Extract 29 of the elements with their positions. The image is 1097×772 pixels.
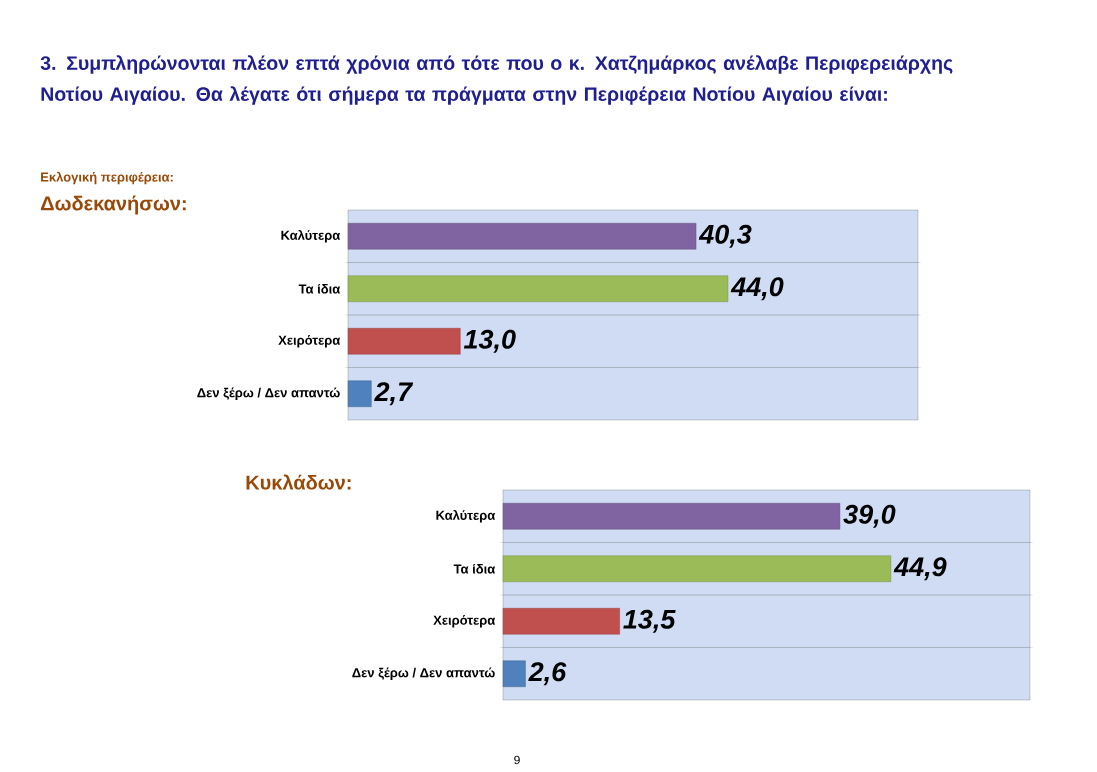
text: Κυκλάδων: — [246, 474, 351, 490]
bar — [502, 503, 841, 530]
bar — [347, 223, 697, 250]
bar — [347, 380, 372, 407]
y-tick-label: Χειρότερα — [433, 615, 496, 628]
chart-title: 3. Συμπληρώνονται πλέον επτά χρόνια από τότε που ο κ. Χατζημάρκος ανέλαβε Περιφερειάρχης Νοτίου Αιγαίου. Θα λέγατε ότι σήμερα τα πράγματα στην Περιφέρεια Νοτίου Αιγαίου είναι: — [40, 55, 953, 105]
y-tick-label: Δεν ξέρω / Δεν απαντώ — [352, 667, 495, 680]
text: 9 — [514, 755, 520, 765]
y-tick-label: Τα ίδια — [453, 563, 496, 574]
data-label: 13,5 — [623, 609, 676, 633]
data-label: 44,9 — [893, 557, 947, 581]
bar — [502, 608, 620, 635]
text: Εκλογική περιφέρεια: — [41, 171, 173, 185]
bar — [347, 328, 461, 355]
data-label: 40,3 — [698, 224, 752, 248]
y-tick-label: Καλύτερα — [436, 510, 496, 523]
bar — [502, 555, 892, 582]
y-tick-label: Δεν ξέρω / Δεν απαντώ — [197, 387, 340, 400]
bar — [502, 660, 526, 687]
bar — [347, 275, 729, 302]
data-label: 39,0 — [843, 504, 896, 528]
y-tick-label: Χειρότερα — [278, 335, 341, 348]
y-tick-label: Τα ίδια — [298, 283, 341, 294]
data-label: 13,0 — [463, 329, 516, 353]
text: Δωδεκανήσων: — [41, 195, 186, 215]
data-label: 2,7 — [374, 382, 414, 406]
data-label: 44,0 — [730, 277, 784, 301]
data-label: 2,6 — [528, 662, 567, 686]
y-tick-label: Καλύτερα — [281, 230, 341, 243]
